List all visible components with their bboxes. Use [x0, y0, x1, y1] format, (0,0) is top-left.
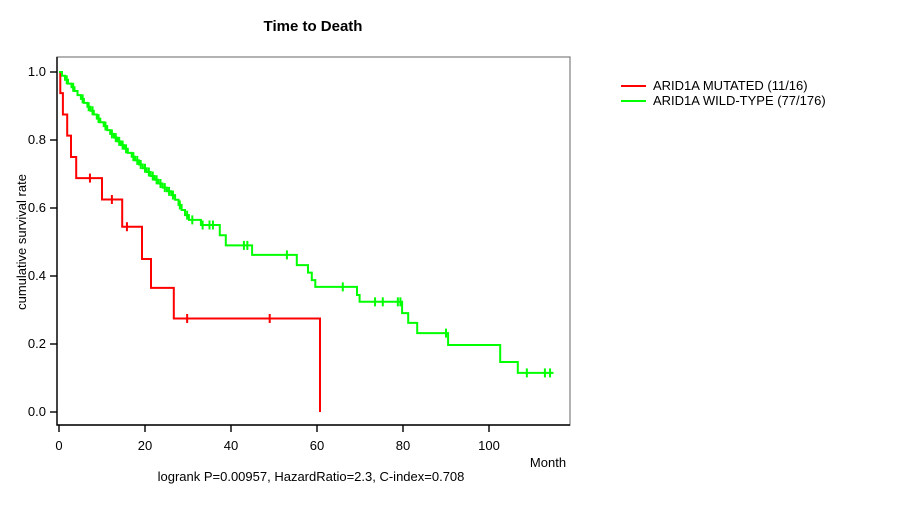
y-tick-label: 0.8	[28, 132, 46, 147]
x-tick-label: 100	[478, 438, 500, 453]
x-tick-label: 80	[396, 438, 410, 453]
legend-label-mutated: ARID1A MUTATED (11/16)	[653, 78, 808, 93]
survival-curves	[59, 71, 554, 412]
y-tick-label: 0.0	[28, 404, 46, 419]
x-tick-label: 0	[55, 438, 62, 453]
y-axis-label: cumulative survival rate	[14, 174, 29, 310]
x-tick-label: 60	[310, 438, 324, 453]
y-axis: 0.0 0.2 0.4 0.6 0.8 1.0	[28, 64, 57, 419]
x-tick-label: 20	[138, 438, 152, 453]
y-tick-label: 0.2	[28, 336, 46, 351]
x-tick-label: 40	[224, 438, 238, 453]
y-tick-label: 0.6	[28, 200, 46, 215]
curve-wildtype	[59, 71, 554, 374]
x-axis-label: Month	[530, 455, 566, 470]
axis-lines	[56, 57, 570, 426]
stats-caption: logrank P=0.00957, HazardRatio=2.3, C-in…	[158, 469, 465, 484]
legend-label-wildtype: ARID1A WILD-TYPE (77/176)	[653, 93, 826, 108]
y-tick-label: 0.4	[28, 268, 46, 283]
x-axis: 0 20 40 60 80 100	[55, 425, 500, 453]
curve-mutated	[59, 71, 321, 412]
legend: ARID1A MUTATED (11/16) ARID1A WILD-TYPE …	[621, 78, 826, 108]
y-tick-label: 1.0	[28, 64, 46, 79]
chart-title: Time to Death	[264, 18, 363, 35]
plot-box	[56, 56, 571, 426]
